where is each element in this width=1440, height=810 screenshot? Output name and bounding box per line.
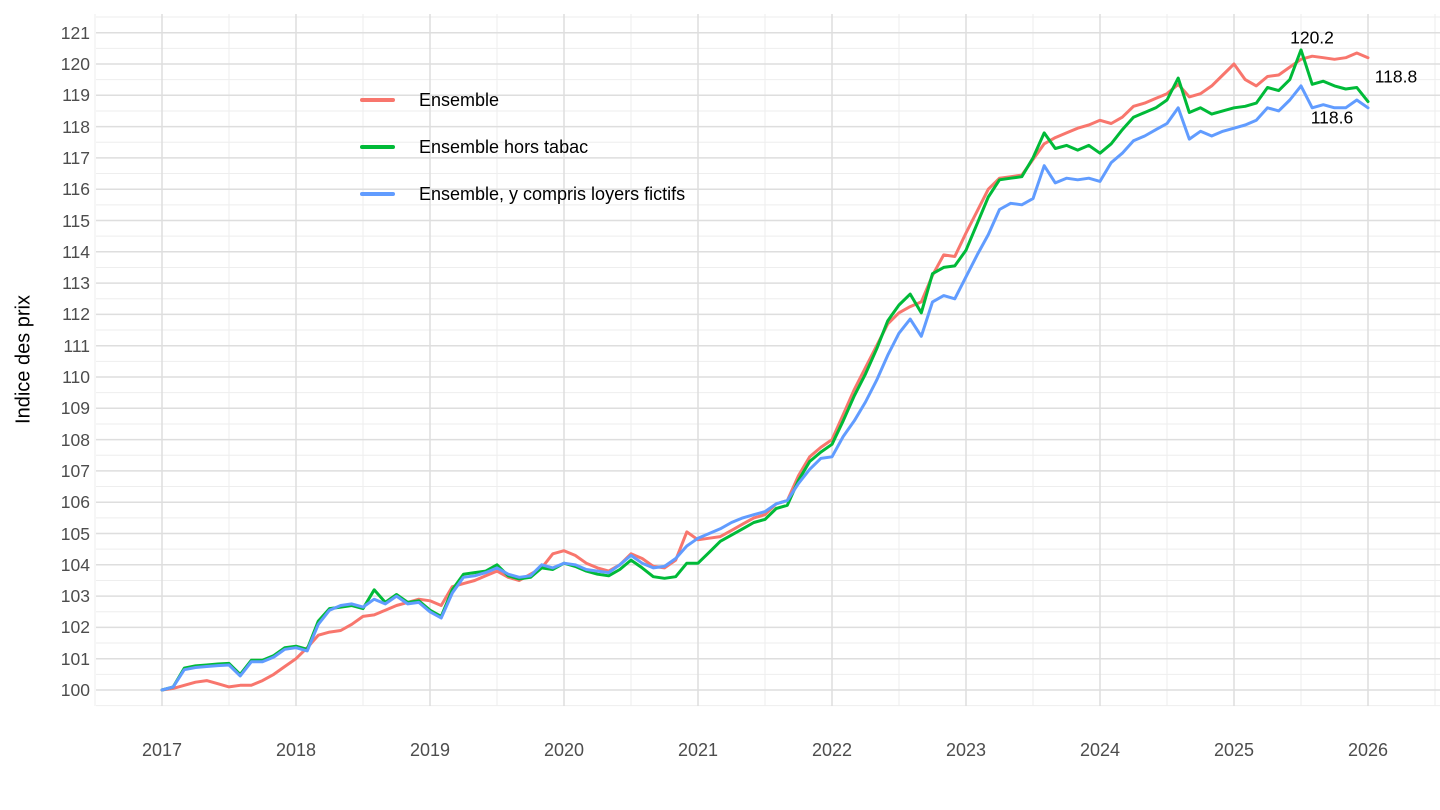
- legend-item-3: Ensemble, y compris loyers fictifs: [360, 182, 685, 206]
- end-value-label-118.6: 118.6: [1310, 107, 1354, 128]
- y-tick-label-118: 118: [62, 116, 90, 137]
- y-tick-label-109: 109: [60, 398, 90, 419]
- y-tick-label-120: 120: [60, 54, 90, 74]
- y-tick-label-117: 117: [62, 147, 90, 168]
- series-line-ensemble-hors-tabac: [160, 48, 1370, 692]
- y-tick-label-110: 110: [62, 367, 90, 387]
- x-tick-label-2017: 2017: [141, 740, 183, 760]
- y-tick-label-107: 107: [60, 460, 90, 481]
- y-tick-label-108: 108: [60, 429, 90, 450]
- y-tick-label-121: 121: [60, 22, 90, 43]
- series-line-ensemble-y-compris-loyers-fictifs: [160, 84, 1370, 692]
- x-tick-label-2021: 2021: [677, 740, 719, 760]
- y-tick-label-103: 103: [60, 586, 90, 607]
- x-tick-label-2025: 2025: [1213, 740, 1255, 760]
- y-tick-label-112: 112: [62, 304, 90, 325]
- x-tick-label-2022: 2022: [811, 740, 853, 760]
- x-tick-label-2026: 2026: [1347, 740, 1389, 760]
- y-tick-label-119: 119: [62, 85, 90, 106]
- legend-label: Ensemble: [419, 89, 500, 110]
- x-tick-label-2020: 2020: [543, 740, 585, 760]
- end-value-label-120.2: 120.2: [1290, 27, 1334, 48]
- legend-line-swatch: [360, 145, 395, 149]
- x-tick-label-2018: 2018: [275, 740, 317, 760]
- legend-item-2: Ensemble hors tabac: [360, 135, 588, 159]
- y-tick-label-105: 105: [60, 523, 90, 544]
- x-tick-label-2023: 2023: [945, 740, 987, 760]
- y-tick-label-100: 100: [60, 680, 90, 700]
- y-tick-label-102: 102: [60, 617, 90, 638]
- series-line-ensemble: [160, 51, 1370, 692]
- x-tick-label-2019: 2019: [409, 740, 451, 760]
- legend-item-1: Ensemble: [360, 88, 499, 112]
- y-tick-label-101: 101: [60, 648, 90, 669]
- y-tick-label-115: 115: [62, 210, 90, 231]
- y-tick-label-114: 114: [62, 241, 90, 262]
- legend-label: Ensemble hors tabac: [419, 136, 589, 157]
- y-tick-label-104: 104: [60, 554, 90, 575]
- y-tick-label-113: 113: [62, 273, 90, 294]
- legend-label: Ensemble, y compris loyers fictifs: [419, 183, 686, 204]
- legend-line-swatch: [360, 98, 395, 102]
- x-tick-label-2024: 2024: [1079, 740, 1121, 760]
- end-value-label-118.8: 118.8: [1374, 66, 1418, 87]
- y-tick-label-111: 111: [63, 335, 90, 356]
- legend-line-swatch: [360, 192, 395, 196]
- y-tick-label-116: 116: [62, 179, 90, 200]
- y-tick-label-106: 106: [60, 492, 90, 513]
